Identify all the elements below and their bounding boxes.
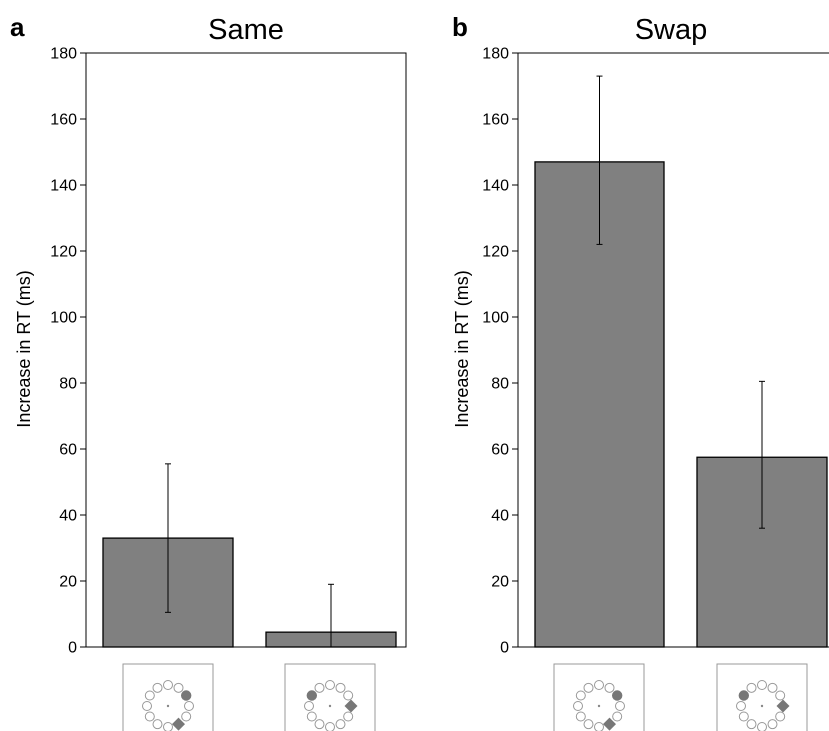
panel-b-plot-frame — [517, 52, 829, 648]
panel-b-bars — [534, 161, 828, 648]
open-circle-placeholder — [325, 722, 335, 731]
open-circle-placeholder — [144, 690, 155, 701]
panel-a-title: Same — [208, 14, 284, 46]
stimulus-display-icon — [122, 663, 214, 731]
y-tick-label: 120 — [50, 244, 77, 261]
fixation-dot — [328, 704, 332, 708]
open-circle-placeholder — [343, 711, 354, 722]
open-circle-placeholder — [612, 711, 623, 722]
filled-circle-target — [611, 690, 623, 701]
fixation-dot — [597, 704, 601, 708]
open-circle-placeholder — [163, 680, 173, 690]
open-circle-placeholder — [604, 682, 615, 693]
open-circle-placeholder — [184, 701, 194, 711]
diamond-target — [603, 717, 616, 731]
panel-a-letter: a — [10, 12, 25, 42]
open-circle-placeholder — [152, 682, 163, 693]
filled-circle-target — [180, 690, 192, 701]
open-circle-placeholder — [767, 682, 778, 693]
y-tick-label: 180 — [50, 46, 77, 63]
y-tick-label: 80 — [491, 376, 509, 393]
open-circle-placeholder — [335, 682, 346, 693]
open-circle-placeholder — [583, 719, 594, 730]
open-circle-placeholder — [583, 682, 594, 693]
open-circle-placeholder — [181, 711, 192, 722]
open-circle-placeholder — [306, 711, 317, 722]
open-circle-placeholder — [144, 711, 155, 722]
y-tick-label: 180 — [482, 46, 509, 63]
open-circle-placeholder — [152, 719, 163, 730]
panel-b-letter: b — [452, 12, 468, 42]
fixation-dot — [760, 704, 764, 708]
y-tick-label: 0 — [68, 640, 77, 657]
stimulus-display-icon — [716, 663, 808, 731]
y-tick-label: 160 — [482, 112, 509, 129]
open-circle-placeholder — [575, 690, 586, 701]
open-circle-placeholder — [775, 690, 786, 701]
open-circle-placeholder — [746, 682, 757, 693]
display-frame — [716, 663, 808, 731]
panel-a-y-axis-label: Increase in RT (ms) — [14, 270, 34, 427]
y-tick-label: 120 — [482, 244, 509, 261]
display-frame — [122, 663, 214, 731]
open-circle-placeholder — [575, 711, 586, 722]
y-tick-label: 40 — [59, 508, 77, 525]
open-circle-placeholder — [573, 701, 583, 711]
open-circle-placeholder — [746, 719, 757, 730]
filled-circle-target — [306, 690, 318, 701]
y-tick-label: 20 — [491, 574, 509, 591]
y-tick-label: 140 — [50, 178, 77, 195]
y-tick-label: 20 — [59, 574, 77, 591]
y-tick-label: 60 — [59, 442, 77, 459]
open-circle-placeholder — [757, 680, 767, 690]
panel-a-error-bars — [165, 463, 334, 648]
fixation-dot — [166, 704, 170, 708]
open-circle-placeholder — [163, 722, 173, 731]
open-circle-placeholder — [142, 701, 152, 711]
panel-a: a Same Increase in RT (ms) 0 20 40 60 80 100 1… — [10, 12, 407, 731]
filled-circle-target — [738, 690, 750, 701]
y-tick-label: 0 — [500, 640, 509, 657]
y-tick-label: 100 — [482, 310, 509, 327]
y-tick-label: 140 — [482, 178, 509, 195]
panel-a-condition-icons — [122, 663, 376, 731]
panel-b-y-axis-label: Increase in RT (ms) — [452, 270, 472, 427]
y-tick-label: 60 — [491, 442, 509, 459]
open-circle-placeholder — [767, 719, 778, 730]
y-tick-label: 80 — [59, 376, 77, 393]
panel-a-y-ticks: 0 20 40 60 80 100 120 140 160 180 — [50, 46, 86, 657]
open-circle-placeholder — [173, 682, 184, 693]
stimulus-display-icon — [553, 663, 645, 731]
panel-b: b Swap Increase in RT (ms) 0 20 40 60 80 100 1… — [452, 12, 829, 731]
open-circle-placeholder — [343, 690, 354, 701]
open-circle-placeholder — [325, 680, 335, 690]
y-tick-label: 100 — [50, 310, 77, 327]
open-circle-placeholder — [594, 680, 604, 690]
diamond-target — [344, 699, 358, 713]
diamond-target — [776, 699, 790, 713]
diamond-target — [172, 717, 185, 731]
panel-b-y-ticks: 0 20 40 60 80 100 120 140 160 180 — [482, 46, 518, 657]
y-tick-label: 40 — [491, 508, 509, 525]
panel-b-error-bars — [596, 75, 765, 529]
panel-a-bars — [102, 537, 397, 648]
y-tick-label: 160 — [50, 112, 77, 129]
stimulus-display-icon — [284, 663, 376, 731]
open-circle-placeholder — [615, 701, 625, 711]
open-circle-placeholder — [314, 682, 325, 693]
open-circle-placeholder — [757, 722, 767, 731]
panel-b-title: Swap — [635, 14, 708, 46]
open-circle-placeholder — [594, 722, 604, 731]
open-circle-placeholder — [736, 701, 746, 711]
open-circle-placeholder — [775, 711, 786, 722]
display-frame — [553, 663, 645, 731]
panel-b-condition-icons — [553, 663, 808, 731]
open-circle-placeholder — [314, 719, 325, 730]
panel-a-plot-frame — [85, 52, 407, 648]
open-circle-placeholder — [335, 719, 346, 730]
display-frame — [284, 663, 376, 731]
open-circle-placeholder — [304, 701, 314, 711]
open-circle-placeholder — [738, 711, 749, 722]
